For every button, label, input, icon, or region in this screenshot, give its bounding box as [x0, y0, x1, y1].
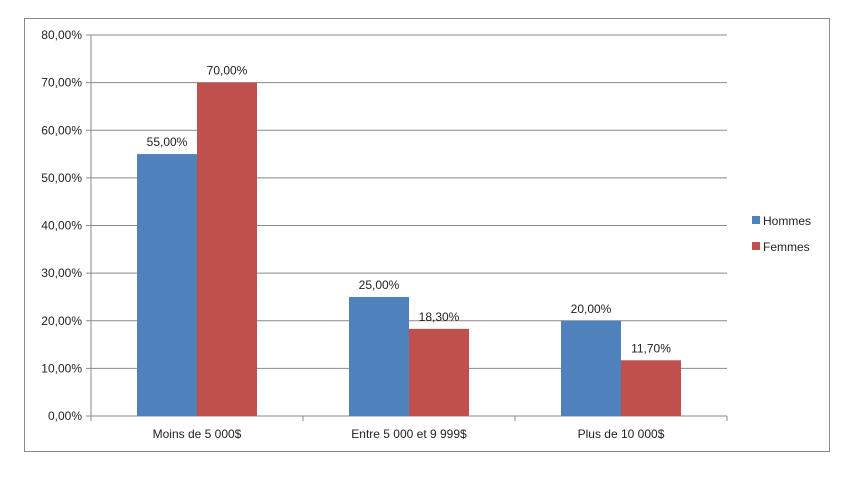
- legend-label-femmes: Femmes: [763, 240, 810, 254]
- y-tick-label: 10,00%: [41, 361, 82, 375]
- x-tick-label: Moins de 5 000$: [153, 427, 242, 441]
- data-label: 18,30%: [419, 310, 460, 324]
- bars: 55,00% 70,00% 25,00% 18,30% 20,00% 11,70%: [137, 64, 681, 416]
- x-tick-label: Entre 5 000 et 9 999$: [351, 427, 467, 441]
- x-tick-label: Plus de 10 000$: [578, 427, 665, 441]
- legend: Hommes Femmes: [752, 214, 811, 254]
- data-label: 11,70%: [631, 341, 671, 355]
- y-tick-label: 60,00%: [41, 123, 82, 137]
- y-tick-label: 50,00%: [41, 171, 82, 185]
- bar-hommes: [349, 296, 409, 416]
- y-tick-label: 0,00%: [48, 409, 82, 423]
- data-label: 25,00%: [359, 278, 400, 292]
- bar-hommes: [561, 320, 621, 416]
- legend-label-hommes: Hommes: [763, 214, 811, 228]
- bar-femmes: [409, 328, 469, 416]
- bar-femmes: [621, 360, 681, 416]
- x-axis: Moins de 5 000$ Entre 5 000 et 9 999$ Plus…: [90, 415, 728, 441]
- legend-swatch-hommes: [752, 216, 760, 224]
- bar-femmes: [197, 82, 257, 416]
- data-label: 20,00%: [571, 302, 612, 316]
- y-tick-label: 70,00%: [41, 76, 82, 90]
- y-tick-label: 80,00%: [41, 28, 82, 42]
- y-tick-label: 30,00%: [41, 266, 82, 280]
- y-tick-label: 40,00%: [41, 219, 82, 233]
- data-label: 55,00%: [147, 135, 188, 149]
- y-tick-label: 20,00%: [41, 314, 82, 328]
- bar-hommes: [137, 154, 197, 416]
- y-axis: 0,00% 10,00% 20,00% 30,00% 40,00% 50,00% 60,00…: [41, 28, 92, 423]
- data-label: 70,00%: [207, 64, 248, 78]
- legend-swatch-femmes: [752, 242, 760, 250]
